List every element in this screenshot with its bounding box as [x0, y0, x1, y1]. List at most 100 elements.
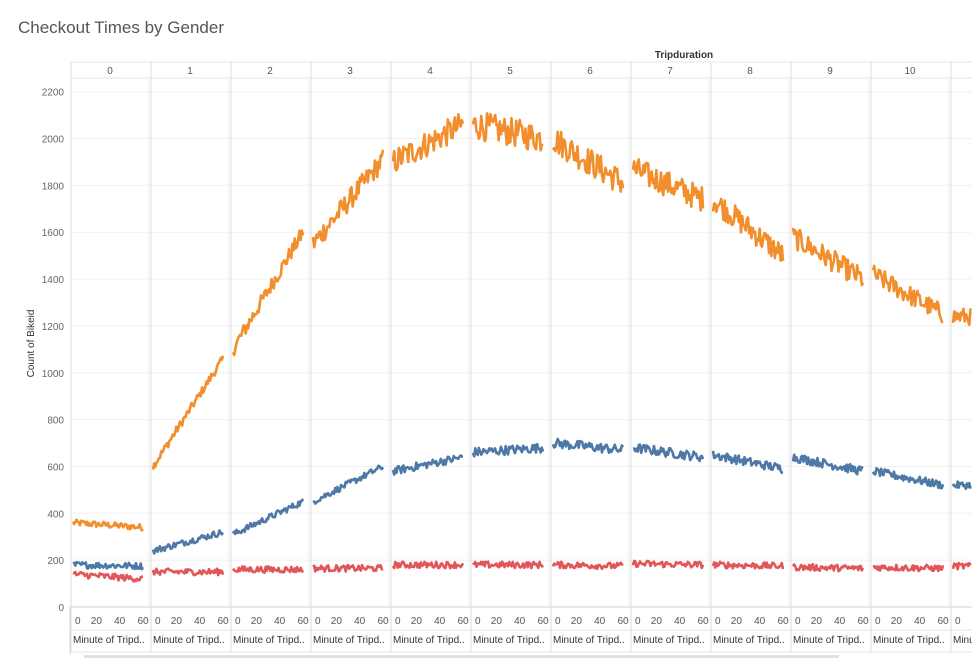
x-tick-label: 60 [617, 616, 629, 627]
x-tick-label: 60 [697, 616, 709, 627]
x-tick-label: 20 [411, 616, 423, 627]
x-tick-label: 20 [331, 616, 343, 627]
x-tick-label: 40 [834, 616, 846, 627]
series-line-2-panel-10 [872, 563, 945, 573]
series-line-1-panel-3 [312, 464, 385, 505]
panel-header-label: 0 [107, 66, 113, 77]
y-tick-label: 1800 [42, 181, 65, 192]
x-axis-label: Minute of Tripd.. [393, 635, 465, 646]
series-line-1-panel-1 [151, 529, 225, 555]
x-tick-label: 60 [137, 616, 149, 627]
x-tick-label: 40 [194, 616, 206, 627]
series-line-0-panel-2 [231, 229, 305, 357]
series-line-0-panel-1 [151, 355, 225, 470]
x-axis-label: Minute of Tripd.. [313, 635, 385, 646]
x-tick-label: 40 [434, 616, 446, 627]
x-tick-label: 0 [395, 616, 401, 627]
y-tick-label: 2000 [42, 135, 65, 146]
y-tick-label: 1000 [42, 369, 65, 380]
series-line-2-panel-0 [72, 570, 144, 583]
horizontal-scrollbar [84, 655, 839, 658]
x-tick-label: 40 [754, 616, 766, 627]
series-line-2-panel-11 [951, 561, 972, 571]
series-line-0-panel-7 [631, 158, 705, 212]
series-line-2-panel-1 [151, 567, 225, 577]
series-line-1-panel-6 [551, 437, 625, 455]
x-axis-label: Minu [953, 635, 972, 646]
panel-separators [70, 62, 952, 652]
panel-header-label: 10 [904, 66, 916, 77]
x-axis-label: Minute of Tripd.. [473, 635, 545, 646]
series-line-0-panel-9 [791, 227, 865, 287]
x-axis-label: Minute of Tripd.. [73, 635, 145, 646]
y-tick-label: 2200 [42, 88, 65, 99]
panel-header-label: 1 [187, 66, 193, 77]
x-tick-label: 20 [491, 616, 503, 627]
x-tick-label: 40 [914, 616, 926, 627]
series-line-1-panel-0 [72, 560, 145, 571]
x-tick-label: 40 [594, 616, 606, 627]
series-line-0-panel-11 [951, 307, 972, 327]
panel-header-label: 9 [827, 66, 833, 77]
panel-header-label: 3 [347, 66, 353, 77]
series-line-0-panel-5 [471, 112, 544, 152]
panel-header-label: 8 [747, 66, 753, 77]
x-tick-label: 60 [537, 616, 549, 627]
panel-header-label: 6 [587, 66, 593, 77]
x-tick-label: 60 [377, 616, 389, 627]
y-axis-label: Count of Bikeid [26, 310, 37, 378]
x-tick-label: 60 [457, 616, 469, 627]
y-tick-label: 1400 [42, 275, 65, 286]
x-axis-label: Minute of Tripd.. [233, 635, 305, 646]
x-tick-label: 0 [315, 616, 321, 627]
series-line-2-panel-2 [231, 565, 305, 575]
panel-header-label: 5 [507, 66, 513, 77]
x-tick-label: 60 [217, 616, 229, 627]
x-tick-label: 40 [114, 616, 126, 627]
x-tick-label: 20 [731, 616, 743, 627]
x-tick-label: 20 [171, 616, 183, 627]
x-axis-label: Minute of Tripd.. [873, 635, 945, 646]
series-line-1-panel-10 [871, 467, 945, 490]
x-tick-label: 60 [297, 616, 309, 627]
x-axis-label: Minute of Tripd.. [553, 635, 625, 646]
gridlines [69, 61, 972, 658]
series-line-1-panel-11 [951, 480, 972, 491]
x-tick-label: 0 [75, 616, 81, 627]
panel-header-label: 2 [267, 66, 273, 77]
x-tick-label: 0 [235, 616, 241, 627]
series-line-1-panel-4 [391, 454, 464, 476]
column-header-label: Tripduration [655, 50, 713, 61]
x-axis-label: Minute of Tripd.. [153, 635, 225, 646]
series-line-2-panel-4 [391, 560, 465, 570]
y-tick-label: 1600 [42, 228, 65, 239]
series-line-1-panel-7 [632, 443, 705, 463]
series-line-2-panel-3 [312, 563, 384, 573]
x-tick-label: 40 [514, 616, 526, 627]
x-tick-label: 20 [651, 616, 663, 627]
series-line-1-panel-2 [231, 498, 305, 536]
x-axis-label: Minute of Tripd.. [713, 635, 785, 646]
x-tick-label: 0 [555, 616, 561, 627]
x-axis-label: Minute of Tripd.. [633, 635, 705, 646]
series-line-2-panel-8 [711, 560, 785, 570]
y-tick-label: 1200 [42, 322, 65, 333]
y-tick-label: 200 [47, 556, 64, 567]
x-tick-label: 20 [91, 616, 103, 627]
x-tick-label: 0 [955, 616, 961, 627]
x-tick-label: 60 [937, 616, 949, 627]
panel-header-label: 7 [667, 66, 673, 77]
x-tick-label: 40 [674, 616, 686, 627]
x-tick-label: 0 [475, 616, 481, 627]
x-axis-label: Minute of Tripd.. [793, 635, 865, 646]
x-tick-label: 20 [891, 616, 903, 627]
x-tick-label: 0 [715, 616, 721, 627]
series-line-2-panel-5 [472, 560, 545, 570]
x-tick-label: 60 [857, 616, 869, 627]
y-tick-label: 400 [47, 509, 64, 520]
x-tick-label: 0 [875, 616, 881, 627]
x-tick-label: 20 [251, 616, 263, 627]
axis-labels: Tripduration0200400600800100012001400160… [26, 50, 972, 646]
x-tick-label: 0 [635, 616, 641, 627]
